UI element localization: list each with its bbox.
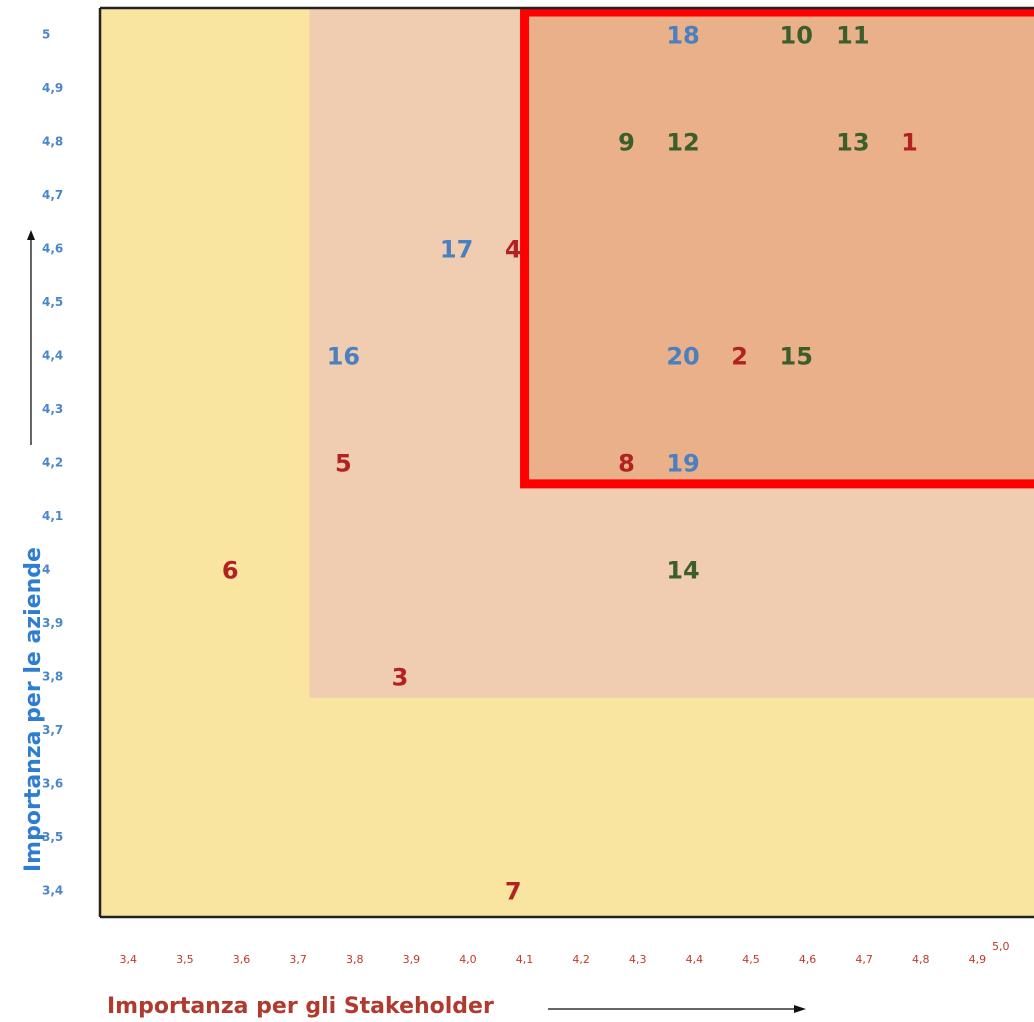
x-tick-label: 4,9	[969, 953, 987, 966]
x-tick-label: 4,0	[459, 953, 477, 966]
y-tick-label: 4,5	[42, 295, 63, 309]
y-tick-label: 3,6	[42, 776, 63, 790]
y-tick-label: 4,8	[42, 135, 63, 149]
x-tick-label: 3,7	[289, 953, 307, 966]
x-tick-label: 4,4	[686, 953, 704, 966]
y-tick-label: 3,8	[42, 669, 63, 683]
x-tick-label: 4,8	[912, 953, 930, 966]
data-point-15: 15	[780, 343, 813, 371]
data-point-2: 2	[731, 343, 748, 371]
zones-layer	[98, 6, 1034, 919]
data-point-16: 16	[327, 343, 360, 371]
y-tick-label: 3,9	[42, 616, 63, 630]
y-tick-label: 3,7	[42, 723, 63, 737]
x-tick-label: 4,5	[742, 953, 760, 966]
x-axis-title: Importanza per gli Stakeholder	[107, 994, 494, 1019]
x-tick-label: 3,5	[176, 953, 194, 966]
x-tick-label: 5,0	[992, 940, 1010, 953]
x-tick-label: 4,2	[572, 953, 590, 966]
data-point-4: 4	[505, 236, 522, 264]
y-axis-arrow-head	[27, 230, 35, 240]
data-point-6: 6	[222, 556, 239, 584]
data-point-12: 12	[666, 129, 699, 157]
x-tick-label: 4,7	[855, 953, 873, 966]
x-tick-label: 3,6	[233, 953, 251, 966]
x-tick-label: 3,4	[120, 953, 138, 966]
data-point-11: 11	[836, 22, 869, 50]
data-point-20: 20	[666, 343, 699, 371]
y-axis-title: Importanza per le aziende	[21, 547, 46, 872]
x-axis-title-group: Importanza per gli Stakeholder	[107, 994, 806, 1019]
data-point-9: 9	[618, 129, 635, 157]
data-point-19: 19	[666, 450, 699, 478]
data-point-5: 5	[335, 450, 352, 478]
y-tick-label: 4,7	[42, 188, 63, 202]
data-point-10: 10	[780, 22, 813, 50]
y-axis-title-group: Importanza per le aziende	[21, 230, 46, 872]
y-tick-label: 4,4	[42, 349, 63, 363]
data-point-13: 13	[836, 129, 869, 157]
data-point-1: 1	[901, 129, 918, 157]
data-point-8: 8	[618, 450, 635, 478]
y-tick-label: 4,3	[42, 402, 63, 416]
x-axis-arrow-head	[794, 1005, 806, 1013]
y-tick-label: 4,6	[42, 242, 63, 256]
y-tick-label: 4,2	[42, 456, 63, 470]
x-tick-label: 4,1	[516, 953, 534, 966]
data-point-7: 7	[505, 877, 522, 905]
x-tick-label: 3,8	[346, 953, 364, 966]
y-tick-label: 4	[42, 562, 50, 576]
y-tick-label: 5	[42, 28, 50, 42]
ticks-layer: 5 4,9 4,8 4,7 4,6 4,5 4,4 4,3 4,2 4,1 4 3,9 3,8 3,7 3,…	[42, 28, 1010, 966]
data-point-3: 3	[392, 663, 409, 691]
y-tick-label: 4,9	[42, 81, 63, 95]
data-point-18: 18	[666, 22, 699, 50]
x-tick-label: 4,3	[629, 953, 647, 966]
data-point-14: 14	[666, 556, 699, 584]
x-tick-label: 3,9	[403, 953, 421, 966]
data-point-17: 17	[440, 236, 473, 264]
x-tick-label: 4,6	[799, 953, 817, 966]
y-tick-label: 3,4	[42, 883, 63, 897]
zone-high	[520, 7, 1034, 489]
y-tick-label: 3,5	[42, 830, 63, 844]
y-tick-label: 4,1	[42, 509, 63, 523]
